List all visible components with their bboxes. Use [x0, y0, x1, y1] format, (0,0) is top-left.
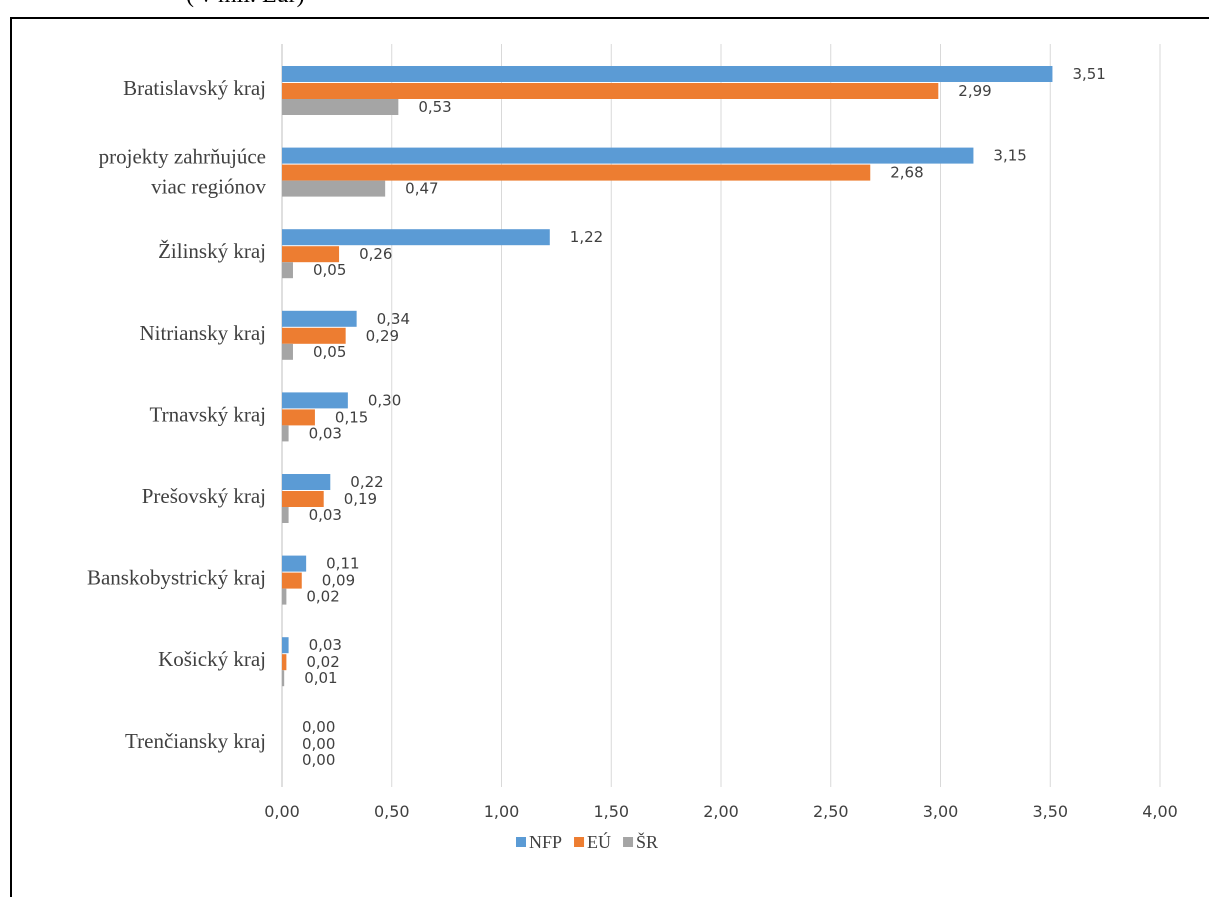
- bar-šr: [282, 343, 293, 360]
- bar-nfp: [282, 229, 550, 246]
- bar-šr: [282, 507, 289, 523]
- category-label: Žilinský kraj: [158, 239, 266, 263]
- bar-chart: 3,51 2,99 0,53 3,15 2,68 0,47 1,22 0,26 0,05 0,34…: [87, 44, 1178, 852]
- data-label: 2,68: [890, 164, 923, 182]
- bar-eú: [282, 491, 324, 507]
- bar-eú: [282, 572, 302, 589]
- data-label: 0,15: [335, 408, 368, 426]
- bar-eú: [282, 164, 871, 181]
- chart-caption: ( v mil. Eur): [186, 0, 305, 9]
- data-labels: 3,51 2,99 0,53 3,15 2,68 0,47 1,22 0,26 0,05 0,34…: [302, 65, 1106, 769]
- data-label: 0,00: [302, 718, 335, 736]
- x-tick-label: 3,50: [1032, 802, 1068, 821]
- data-label: 0,19: [344, 490, 377, 508]
- data-label: 0,30: [368, 391, 401, 409]
- bar-nfp: [282, 555, 307, 572]
- data-label: 0,00: [302, 751, 335, 769]
- data-label: 0,01: [304, 669, 337, 687]
- bar-nfp: [282, 637, 289, 654]
- category-label: Trnavský kraj: [150, 402, 266, 426]
- x-tick-label: 3,00: [923, 802, 959, 821]
- data-label: 0,11: [326, 555, 359, 573]
- data-label: 0,05: [313, 261, 346, 279]
- category-label: Nitriansky kraj: [139, 321, 266, 345]
- legend-label: NFP: [529, 832, 562, 852]
- bar-eú: [282, 83, 939, 99]
- x-tick-label: 0,50: [374, 802, 410, 821]
- legend-swatch-eú: [574, 837, 585, 847]
- category-labels: Bratislavský kraj projekty zahrňujúce viac…: [87, 76, 267, 753]
- data-label: 0,47: [405, 180, 438, 198]
- x-tick-label: 0,00: [264, 802, 300, 821]
- bar-eú: [282, 654, 287, 671]
- legend-swatch-nfp: [516, 837, 526, 847]
- bar-šr: [282, 99, 399, 115]
- category-label: Bratislavský kraj: [123, 76, 266, 100]
- data-label: 0,34: [377, 310, 410, 328]
- x-tick-labels: 0,00 0,50 1,00 1,50 2,00 2,50 3,00 3,50 4,00: [264, 802, 1178, 821]
- category-label: projekty zahrňujúce viac regiónov: [99, 145, 267, 199]
- data-label: 0,03: [309, 506, 342, 524]
- bar-nfp: [282, 474, 331, 490]
- category-label: Košický kraj: [158, 647, 266, 671]
- data-label: 0,29: [366, 327, 399, 345]
- legend-swatch-šr: [623, 837, 634, 847]
- x-tick-label: 1,00: [484, 802, 520, 821]
- bar-šr: [282, 262, 293, 279]
- bar-eú: [282, 327, 346, 344]
- data-label: 2,99: [958, 82, 991, 100]
- data-label: 0,03: [309, 424, 342, 442]
- data-label: 0,53: [418, 98, 451, 116]
- bar-nfp: [282, 147, 974, 164]
- data-label: 0,05: [313, 343, 346, 361]
- data-label: 0,02: [306, 653, 339, 671]
- bar-nfp: [282, 66, 1053, 82]
- legend-label: ŠR: [636, 831, 658, 852]
- legend: NFP EÚ ŠR: [516, 831, 658, 852]
- data-label: 0,02: [306, 588, 339, 606]
- x-tick-label: 2,00: [703, 802, 739, 821]
- category-label: Trenčiansky kraj: [125, 729, 266, 753]
- chart-frame: 3,51 2,99 0,53 3,15 2,68 0,47 1,22 0,26 0,05 0,34…: [10, 17, 1209, 897]
- data-label: 0,26: [359, 245, 392, 263]
- data-label: 1,22: [570, 228, 603, 246]
- x-tick-label: 4,00: [1142, 802, 1178, 821]
- bar-eú: [282, 246, 340, 263]
- bar-šr: [282, 425, 289, 442]
- legend-label: EÚ: [587, 831, 611, 852]
- data-label: 0,22: [350, 473, 383, 491]
- bar-šr: [282, 180, 386, 197]
- data-label: 3,15: [993, 147, 1026, 165]
- bar-eú: [282, 409, 315, 426]
- bar-šr: [282, 670, 285, 687]
- x-tick-label: 1,50: [593, 802, 629, 821]
- bars: [282, 66, 1053, 687]
- data-label: 0,00: [302, 735, 335, 753]
- data-label: 0,03: [309, 636, 342, 654]
- bar-nfp: [282, 392, 348, 409]
- data-label: 3,51: [1072, 65, 1105, 83]
- category-label: Prešovský kraj: [142, 484, 266, 508]
- bar-šr: [282, 588, 287, 605]
- category-label: Banskobystrický kraj: [87, 566, 266, 590]
- bar-nfp: [282, 310, 357, 327]
- x-tick-label: 2,50: [813, 802, 849, 821]
- data-label: 0,09: [322, 572, 355, 590]
